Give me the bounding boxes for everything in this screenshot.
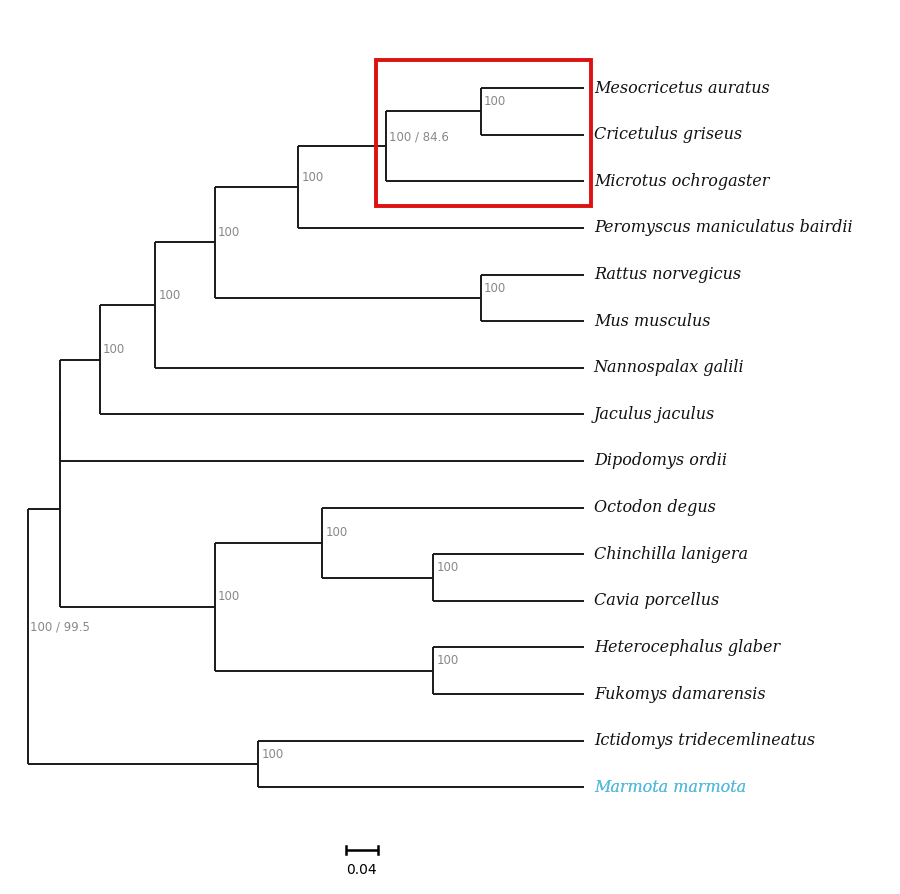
- Text: Marmota marmota: Marmota marmota: [594, 779, 746, 796]
- Text: 100: 100: [436, 561, 459, 574]
- Text: 100: 100: [103, 343, 125, 357]
- Text: 100: 100: [302, 171, 324, 184]
- Text: Dipodomys ordii: Dipodomys ordii: [594, 452, 727, 469]
- Text: 100: 100: [218, 590, 240, 603]
- Text: Octodon degus: Octodon degus: [594, 499, 716, 516]
- Text: Heterocephalus glaber: Heterocephalus glaber: [594, 639, 780, 656]
- Text: Cricetulus griseus: Cricetulus griseus: [594, 126, 742, 143]
- Text: 0.04: 0.04: [346, 864, 377, 877]
- Text: Mus musculus: Mus musculus: [594, 313, 710, 330]
- Text: 100: 100: [484, 282, 507, 294]
- Text: Marmota marmota: Marmota marmota: [594, 779, 746, 796]
- Text: Jaculus jaculus: Jaculus jaculus: [594, 406, 715, 423]
- Text: Microtus ochrogaster: Microtus ochrogaster: [594, 173, 770, 190]
- Text: 100: 100: [262, 747, 284, 761]
- Text: Chinchilla lanigera: Chinchilla lanigera: [594, 545, 748, 562]
- Bar: [376, 60, 590, 206]
- Text: 100: 100: [158, 289, 181, 302]
- Text: Ictidomys tridecemlineatus: Ictidomys tridecemlineatus: [594, 732, 814, 749]
- Text: Peromyscus maniculatus bairdii: Peromyscus maniculatus bairdii: [594, 219, 852, 236]
- Text: 100 / 99.5: 100 / 99.5: [31, 621, 90, 634]
- Text: Nannospalax galili: Nannospalax galili: [594, 359, 744, 376]
- Text: Mesocricetus auratus: Mesocricetus auratus: [594, 80, 770, 97]
- Text: 100: 100: [484, 95, 507, 108]
- Text: 100: 100: [218, 226, 240, 240]
- Text: 100: 100: [436, 654, 459, 668]
- Text: 100 / 84.6: 100 / 84.6: [389, 130, 448, 143]
- Text: Rattus norvegicus: Rattus norvegicus: [594, 266, 741, 283]
- Text: Cavia porcellus: Cavia porcellus: [594, 593, 719, 610]
- Text: 100: 100: [325, 527, 347, 539]
- Text: Fukomys damarensis: Fukomys damarensis: [594, 686, 765, 703]
